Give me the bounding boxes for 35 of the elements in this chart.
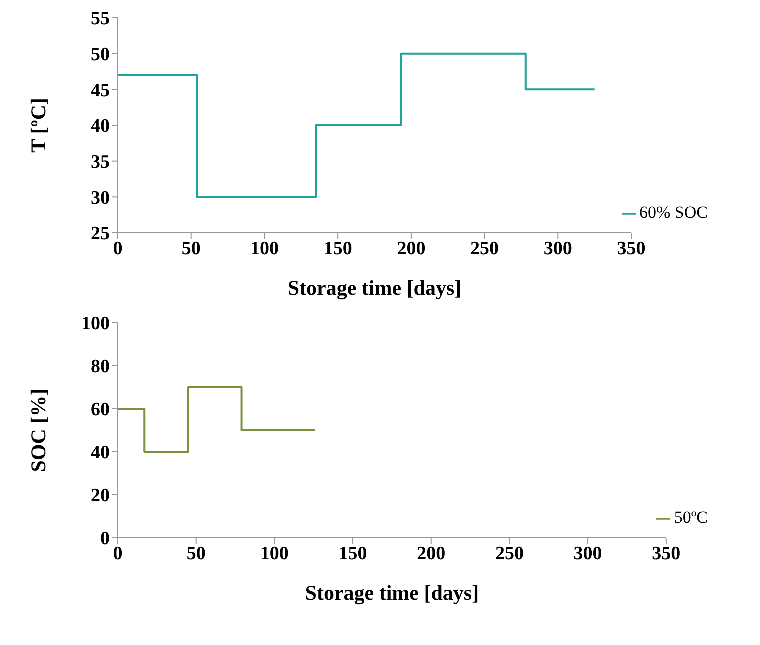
- x-tick-label: 0: [113, 238, 123, 260]
- y-tick-label: 30: [91, 188, 110, 209]
- y-tick-label: 35: [91, 152, 110, 174]
- y-tick-label: 40: [91, 442, 110, 464]
- x-tick-label: 150: [338, 543, 368, 564]
- x-axis-title: Storage time [days]: [305, 581, 480, 605]
- x-tick-label: 250: [495, 543, 524, 564]
- y-tick-label: 55: [91, 8, 110, 30]
- y-axis-title: SOC [%]: [26, 388, 50, 472]
- legend-label: 60% SOC: [640, 203, 708, 222]
- x-tick-label: 0: [113, 543, 123, 564]
- x-tick-label: 350: [652, 543, 681, 564]
- y-tick-label: 45: [91, 80, 110, 102]
- x-tick-label: 100: [250, 238, 279, 260]
- x-tick-label: 150: [324, 238, 352, 260]
- x-tick-label: 50: [182, 238, 201, 260]
- x-tick-label: 250: [470, 238, 500, 260]
- y-tick-label: 100: [82, 314, 110, 335]
- x-tick-label: 350: [617, 238, 646, 260]
- y-tick-label: 60: [91, 400, 110, 421]
- y-tick-label: 80: [91, 356, 110, 378]
- x-tick-label: 300: [574, 543, 602, 564]
- y-tick-label: 0: [100, 528, 110, 550]
- x-axis-title: Storage time [days]: [288, 276, 462, 300]
- y-tick-label: 25: [91, 224, 110, 245]
- x-tick-label: 100: [260, 543, 289, 564]
- y-tick-label: 40: [91, 116, 110, 138]
- x-tick-label: 50: [186, 543, 206, 564]
- legend-label: 50ºC: [674, 508, 708, 527]
- y-axis-title: T [ºC]: [26, 98, 50, 153]
- y-tick-label: 50: [91, 44, 110, 66]
- x-tick-label: 300: [544, 238, 572, 260]
- x-tick-label: 200: [397, 238, 426, 260]
- y-tick-label: 20: [91, 486, 110, 507]
- x-tick-label: 200: [417, 543, 446, 564]
